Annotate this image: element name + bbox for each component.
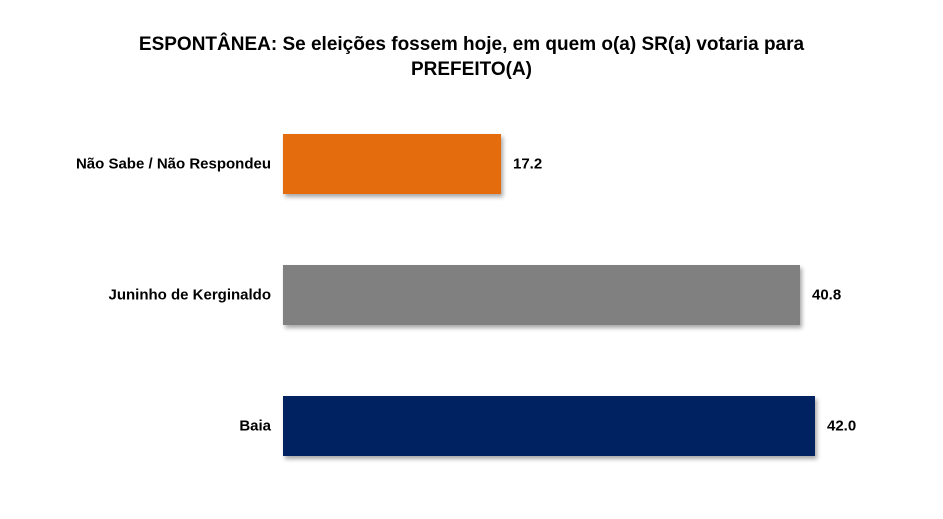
bar-0 [283, 134, 501, 194]
category-label-0: Não Sabe / Não Respondeu [76, 156, 271, 173]
bars-layer: Não Sabe / Não Respondeu 17.2 Juninho de K… [76, 134, 856, 456]
value-label-2: 42.0 [827, 418, 856, 435]
bar-1 [283, 265, 800, 325]
chart-title-line-1: ESPONTÂNEA: Se eleições fossem hoje, em … [138, 34, 805, 55]
value-label-0: 17.2 [513, 156, 542, 173]
chart-title-line-2: PREFEITO(A) [410, 59, 533, 80]
category-label-2: Baia [239, 418, 271, 435]
bar-2 [283, 396, 815, 456]
value-label-1: 40.8 [812, 287, 841, 304]
category-label-1: Juninho de Kerginaldo [108, 287, 271, 304]
chart-title: ESPONTÂNEA: Se eleições fossem hoje, em … [80, 32, 863, 82]
